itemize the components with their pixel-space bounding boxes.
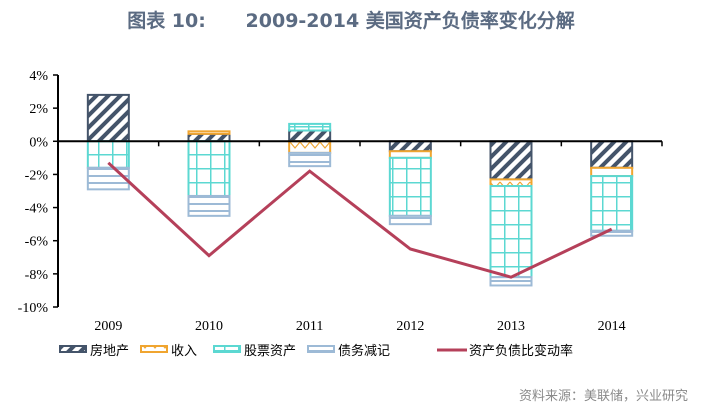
x-tick-label: 2010 — [195, 319, 223, 334]
legend-label: 房地产 — [90, 343, 129, 359]
legend-label: 债务减记 — [338, 343, 390, 359]
bar-stock-2012 — [388, 156, 432, 217]
x-tick-label: 2011 — [296, 319, 323, 334]
bar-stock-2010 — [187, 140, 231, 197]
y-tick-label: -10% — [18, 301, 49, 316]
bar-real_estate-2013 — [489, 140, 533, 181]
y-tick-label: -4% — [25, 202, 49, 217]
legend-label: 收入 — [171, 344, 197, 359]
bar-real_estate-2014 — [590, 140, 634, 169]
legend-item: 收入 — [140, 344, 197, 359]
bar-debt-2012 — [388, 214, 432, 226]
y-tick-label: -2% — [25, 168, 49, 183]
legend-item: 房地产 — [59, 343, 129, 359]
bar-real_estate-2012 — [388, 140, 432, 153]
legend-label: 资产负债比变动率 — [469, 343, 573, 359]
bar-stock-2011 — [288, 122, 332, 132]
bar-income-2014 — [590, 166, 634, 178]
y-tick-label: -6% — [25, 235, 49, 250]
legend-swatch — [59, 345, 87, 353]
legend-swatch — [307, 345, 335, 353]
y-tick-label: 2% — [29, 102, 48, 117]
y-tick-label: 4% — [29, 69, 48, 84]
bar-debt-2009 — [86, 166, 130, 191]
x-tick-label: 2014 — [598, 319, 626, 334]
legend-label: 股票资产 — [244, 344, 296, 359]
source-note: 资料来源：美联储，兴业研究 — [518, 389, 688, 404]
legend-swatch — [140, 345, 168, 353]
bar-stock-2013 — [489, 185, 533, 279]
bar-real_estate-2009 — [86, 93, 130, 143]
legend-item: 资产负债比变动率 — [437, 343, 573, 359]
legend: 房地产 收入 股票资产 债务减记 资产负债比变动率 — [59, 343, 573, 359]
legend-item: 股票资产 — [213, 344, 296, 359]
legend-item: 债务减记 — [307, 343, 390, 359]
bars-layer — [86, 93, 634, 287]
x-tick-label: 2013 — [497, 319, 525, 334]
line-series-ratio-change — [107, 161, 613, 279]
bar-stock-2014 — [590, 175, 634, 232]
axes-layer: 4% 2% 0% -2% -4% -6% -8% -10% 2009 2010 2011 2012 20… — [18, 69, 663, 334]
y-tick-label: -8% — [25, 268, 49, 283]
line-layer — [107, 161, 613, 279]
y-tick-label: 0% — [29, 135, 48, 150]
bar-real_estate-2010 — [187, 132, 231, 143]
legend-swatch — [213, 345, 241, 353]
bar-debt-2010 — [187, 194, 231, 217]
x-tick-label: 2012 — [396, 319, 424, 334]
bar-income-2011 — [288, 140, 332, 154]
x-tick-label: 2009 — [94, 319, 122, 334]
bar-income-2010 — [187, 130, 231, 135]
bar-debt-2011 — [288, 151, 332, 168]
chart-title: 图表 10: 2009-2014 美国资产负债率变化分解 — [127, 10, 575, 32]
bar-real_estate-2011 — [288, 129, 332, 143]
